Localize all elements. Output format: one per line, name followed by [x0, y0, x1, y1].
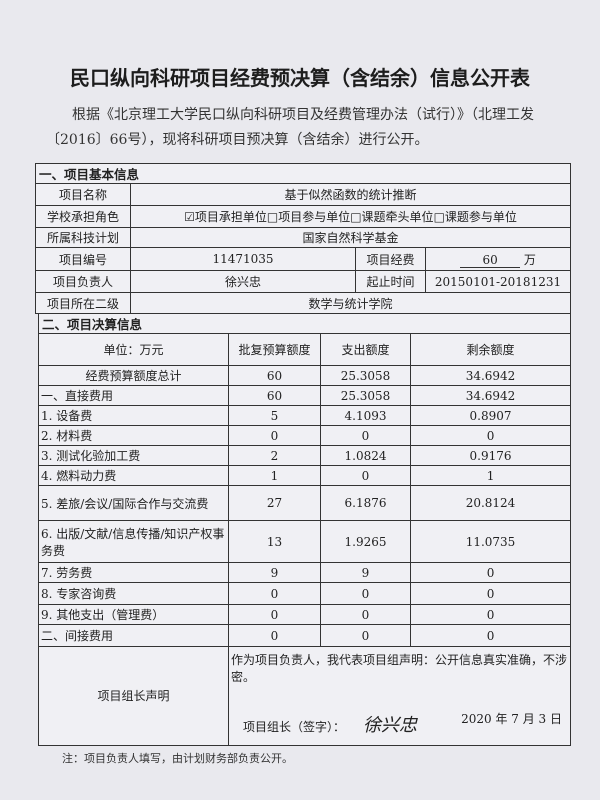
spent-amount: 25.3058: [320, 385, 411, 406]
spent-amount: 6.1876: [320, 485, 411, 521]
funds-value: 60: [460, 253, 521, 268]
dept: 数学与统计学院: [129, 292, 572, 314]
item-name: 5. 差旅/会议/国际合作与交流费: [38, 485, 229, 521]
role-option: ☑项目承担单位: [184, 210, 267, 224]
approved-amount: 5: [228, 405, 321, 426]
item-name: 1. 设备费: [38, 405, 229, 426]
project-number: 11471035: [130, 247, 356, 271]
budget-row: 3. 测试化验加工费 2 1.0824 0.9176: [38, 445, 572, 466]
item-name: 一、直接费用: [38, 385, 229, 406]
remaining-amount: 0: [409, 582, 572, 605]
intro-paragraph: 根据《北京理工大学民口纵向科研项目及经费管理办法（试行）》（北理工发〔2016〕…: [46, 107, 534, 148]
header-remaining: 剩余额度: [409, 333, 572, 366]
sign-label: 项目组长（签字）：: [243, 720, 346, 734]
label-leader: 项目负责人: [35, 270, 131, 293]
budget-row: 6. 出版/文献/信息传播/知识产权事务费 13 1.9265 11.0735: [38, 520, 572, 563]
remaining-amount: 0: [409, 425, 572, 446]
item-name: 6. 出版/文献/信息传播/知识产权事务费: [38, 520, 229, 563]
item-name: 8. 专家咨询费: [38, 582, 229, 605]
spent-amount: 0: [320, 604, 411, 625]
approved-amount: 0: [228, 624, 321, 647]
role-option: □项目参与单位: [266, 210, 351, 224]
section-basic-info: 一、项目基本信息: [34, 163, 572, 184]
approved-amount: 0: [228, 582, 321, 605]
budget-row: 4. 燃料动力费 1 0 1: [38, 465, 572, 486]
item-name: 3. 测试化验加工费: [38, 445, 229, 466]
remaining-amount: 34.6942: [409, 365, 572, 386]
basic-info-table: 一、项目基本信息 项目名称 基于似然函数的统计推断 学校承担角色 ☑项目承担单位□…: [34, 163, 572, 314]
header-unit: 单位：万元: [38, 333, 229, 366]
budget-row: 7. 劳务费 9 9 0: [38, 562, 572, 583]
label-plan: 所属科技计划: [35, 227, 131, 248]
budget-row: 二、间接费用 0 0 0: [38, 624, 572, 647]
leader: 徐兴忠: [130, 270, 356, 293]
spent-amount: 4.1093: [320, 405, 411, 426]
remaining-amount: 0: [409, 562, 572, 583]
remaining-amount: 0: [409, 604, 572, 625]
approved-amount: 13: [228, 520, 321, 563]
section-budget: 二、项目决算信息: [37, 313, 572, 334]
label-number: 项目编号: [35, 247, 131, 271]
item-name: 9. 其他支出（管理费）: [38, 604, 229, 625]
budget-row: 经费预算额度总计 60 25.3058 34.6942: [38, 365, 572, 386]
budget-row: 9. 其他支出（管理费） 0 0 0: [38, 604, 572, 625]
item-name: 7. 劳务费: [38, 562, 229, 583]
project-name: 基于似然函数的统计推断: [129, 183, 572, 206]
approved-amount: 60: [228, 365, 321, 386]
approved-amount: 1: [228, 465, 321, 486]
spent-amount: 9: [320, 562, 411, 583]
item-name: 2. 材料费: [38, 425, 229, 446]
project-funds: 60 万: [424, 247, 572, 271]
role-options: ☑项目承担单位□项目参与单位□课题牵头单位□课题参与单位: [129, 205, 572, 228]
spent-amount: 25.3058: [320, 365, 411, 386]
period: 20150101-20181231: [424, 270, 572, 293]
label-role: 学校承担角色: [35, 205, 131, 228]
item-name: 二、间接费用: [38, 624, 229, 647]
item-name: 经费预算额度总计: [38, 365, 229, 386]
budget-row: 5. 差旅/会议/国际合作与交流费 27 6.1876 20.8124: [38, 485, 572, 521]
approved-amount: 2: [228, 445, 321, 466]
spent-amount: 0: [320, 624, 411, 647]
spent-amount: 1.9265: [320, 520, 411, 563]
approved-amount: 60: [228, 385, 321, 406]
label-period: 起止时间: [355, 270, 426, 293]
spent-amount: 0: [320, 582, 411, 605]
footnote: 注：项目负责人填写，由计划财务部负责公开。: [62, 752, 293, 765]
remaining-amount: 20.8124: [409, 485, 572, 521]
remaining-amount: 0.9176: [409, 445, 572, 466]
role-option: □课题牵头单位: [350, 210, 434, 224]
role-option: □课题参与单位: [433, 210, 517, 224]
remaining-amount: 34.6942: [409, 385, 572, 406]
header-spent: 支出额度: [320, 333, 411, 366]
spent-amount: 0: [320, 465, 411, 486]
page-title: 民口纵向科研项目经费预决算（含结余）信息公开表: [70, 66, 530, 90]
approved-amount: 0: [228, 604, 321, 625]
plan: 国家自然科学基金: [129, 227, 572, 248]
approved-amount: 27: [228, 485, 321, 521]
budget-row: 1. 设备费 5 4.1093 0.8907: [38, 405, 572, 426]
label-project-name: 项目名称: [35, 183, 131, 206]
remaining-amount: 11.0735: [409, 520, 572, 563]
declaration-date: 2020 年 7 月 3 日: [461, 712, 563, 726]
spent-amount: 0: [320, 425, 411, 446]
remaining-amount: 1: [409, 465, 572, 486]
budget-row: 2. 材料费 0 0 0: [38, 425, 572, 446]
label-funds: 项目经费: [355, 247, 426, 271]
budget-row: 一、直接费用 60 25.3058 34.6942: [38, 385, 572, 406]
remaining-amount: 0: [409, 624, 572, 647]
declaration-label: 项目组长声明: [38, 646, 229, 746]
budget-row: 8. 专家咨询费 0 0 0: [38, 582, 572, 605]
header-approved: 批复预算额度: [228, 333, 321, 366]
item-name: 4. 燃料动力费: [38, 465, 229, 486]
declaration-text: 作为项目负责人，我代表项目组声明：公开信息真实准确，不涉密。: [231, 653, 568, 684]
label-dept: 项目所在二级: [35, 292, 131, 314]
signature: 徐兴忠: [363, 715, 418, 736]
funds-unit: 万: [523, 252, 536, 267]
spent-amount: 1.0824: [320, 445, 411, 466]
declaration-body: 作为项目负责人，我代表项目组声明：公开信息真实准确，不涉密。 项目组长（签字）：…: [227, 646, 572, 746]
budget-table: 二、项目决算信息 单位：万元 批复预算额度 支出额度 剩余额度 经费预算额度总计…: [37, 313, 572, 746]
approved-amount: 0: [228, 425, 321, 446]
approved-amount: 9: [228, 562, 321, 583]
remaining-amount: 0.8907: [409, 405, 572, 426]
